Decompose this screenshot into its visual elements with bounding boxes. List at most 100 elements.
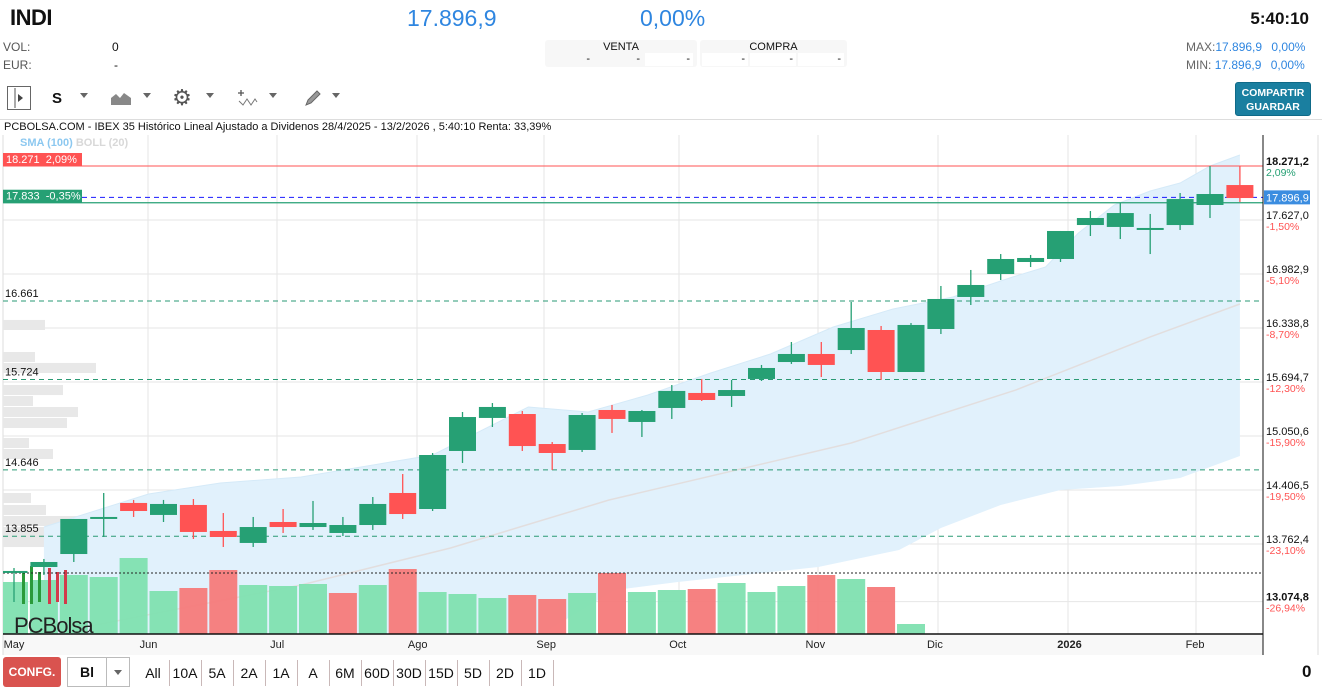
volume-profile-bar bbox=[3, 385, 63, 396]
volume-bar bbox=[867, 587, 896, 634]
date-tick-label: Oct bbox=[669, 639, 686, 651]
candle-up bbox=[1136, 227, 1164, 230]
reference-line-label: 17.833 -0,35% bbox=[6, 191, 81, 203]
price-tick-pct: -5,10% bbox=[1266, 275, 1299, 287]
period-button-2a[interactable]: 2A bbox=[233, 660, 266, 686]
legend-sma[interactable]: SMA (100) bbox=[20, 137, 73, 149]
price-tick-label: 15.050,6 bbox=[1266, 426, 1309, 438]
volume-bar bbox=[299, 584, 327, 634]
indicator-icon[interactable] bbox=[238, 86, 258, 110]
chevron-down-icon[interactable] bbox=[206, 93, 214, 98]
candle-up bbox=[718, 390, 746, 396]
vol-label: VOL: bbox=[3, 40, 31, 54]
candle-up bbox=[568, 415, 596, 450]
chevron-down-icon[interactable] bbox=[332, 93, 340, 98]
date-tick-label: Feb bbox=[1186, 639, 1205, 651]
area-chart-icon[interactable] bbox=[110, 86, 132, 110]
legend-boll[interactable]: BOLL (20) bbox=[75, 137, 129, 149]
chevron-down-icon[interactable] bbox=[269, 93, 277, 98]
compra-cell: - bbox=[702, 53, 748, 66]
max-line-label: 18.271 2,09% bbox=[6, 154, 77, 166]
period-button-5a[interactable]: 5A bbox=[201, 660, 234, 686]
volume-bar bbox=[179, 588, 208, 634]
eur-value: - bbox=[114, 58, 118, 72]
chart-mode-select[interactable]: Bl bbox=[67, 657, 107, 687]
min-pct: 0,00% bbox=[1270, 58, 1305, 72]
clock-time: 5:40:10 bbox=[1250, 9, 1309, 28]
period-button-15d[interactable]: 15D bbox=[425, 660, 458, 686]
share-label: COMPARTIR bbox=[1241, 87, 1305, 99]
volume-profile-bar bbox=[3, 448, 53, 459]
period-button-60d[interactable]: 60D bbox=[361, 660, 394, 686]
volume-profile-bar bbox=[3, 351, 35, 362]
level-label: 15.724 bbox=[5, 367, 39, 379]
period-button-10a[interactable]: 10A bbox=[169, 660, 202, 686]
venta-cell: - bbox=[586, 53, 590, 65]
volume-bar bbox=[598, 573, 626, 634]
period-button-1d[interactable]: 1D bbox=[521, 660, 554, 686]
reference-line-label-bg bbox=[3, 189, 82, 203]
venta-cell: - bbox=[636, 53, 640, 65]
candle-down bbox=[209, 530, 237, 537]
chevron-down-icon[interactable] bbox=[143, 93, 151, 98]
period-button-2d[interactable]: 2D bbox=[489, 660, 522, 686]
config-button[interactable]: CONFG. bbox=[3, 657, 61, 687]
candle-up bbox=[1017, 257, 1045, 263]
candle-down bbox=[269, 521, 297, 528]
volume-bar bbox=[239, 585, 268, 634]
candle-up bbox=[239, 527, 267, 543]
volume-bar bbox=[29, 580, 58, 634]
chart-mode-dropdown[interactable] bbox=[106, 657, 130, 687]
volume-profile-bar bbox=[3, 417, 67, 428]
volume-profile-bar bbox=[3, 493, 31, 504]
volume-bar bbox=[837, 579, 866, 634]
volume-bars bbox=[3, 558, 925, 634]
date-tick-label: Jul bbox=[270, 639, 284, 651]
price-tick-pct: -23,10% bbox=[1266, 545, 1305, 557]
panel-toggle-icon[interactable] bbox=[7, 86, 31, 110]
candle-down bbox=[389, 492, 417, 515]
candle-up bbox=[30, 561, 58, 568]
volume-profile-bar bbox=[3, 396, 33, 407]
date-tick-label: Dic bbox=[927, 639, 943, 651]
candle-down bbox=[120, 502, 148, 512]
period-button-5d[interactable]: 5D bbox=[457, 660, 490, 686]
venta-cell: - bbox=[645, 53, 693, 66]
period-button-1a[interactable]: 1A bbox=[265, 660, 298, 686]
change-percent: 0,00% bbox=[640, 5, 706, 31]
candle-up bbox=[359, 503, 387, 526]
candle-up bbox=[658, 390, 686, 408]
scale-button[interactable]: S bbox=[51, 89, 62, 107]
period-button-a[interactable]: A bbox=[297, 660, 330, 686]
bollinger-band bbox=[43, 154, 1241, 634]
candle-up bbox=[478, 406, 506, 418]
vol-value: 0 bbox=[112, 40, 119, 54]
volume-bar bbox=[149, 591, 178, 634]
volume-bar bbox=[627, 592, 656, 634]
candle-up bbox=[299, 522, 327, 528]
volume-bar bbox=[807, 575, 836, 634]
level-label: 14.646 bbox=[5, 457, 39, 469]
period-button-30d[interactable]: 30D bbox=[393, 660, 426, 686]
price-tick-pct: -19,50% bbox=[1266, 491, 1305, 503]
price-tick-pct: -15,90% bbox=[1266, 437, 1305, 449]
pencil-icon[interactable] bbox=[303, 86, 323, 110]
share-save-button[interactable]: COMPARTIR GUARDAR bbox=[1235, 82, 1311, 116]
candle-up bbox=[897, 324, 925, 373]
candle-up bbox=[837, 327, 865, 351]
date-tick-label: Sep bbox=[536, 639, 556, 651]
period-button-all[interactable]: All bbox=[137, 660, 170, 686]
gear-icon[interactable]: ⚙ bbox=[172, 85, 192, 110]
volume-bar bbox=[119, 558, 148, 634]
last-price: 17.896,9 bbox=[407, 5, 497, 31]
chart-title: PCBOLSA.COM - IBEX 35 Histórico Lineal A… bbox=[0, 119, 1322, 135]
chevron-down-icon[interactable] bbox=[80, 93, 88, 98]
period-button-6m[interactable]: 6M bbox=[329, 660, 362, 686]
candle-up bbox=[748, 367, 775, 379]
candle-up bbox=[957, 284, 985, 297]
candle-up bbox=[1166, 199, 1194, 226]
volume-bar bbox=[777, 586, 806, 634]
compra-box: COMPRA - - - bbox=[700, 40, 847, 67]
level-label: 13.855 bbox=[5, 523, 39, 535]
